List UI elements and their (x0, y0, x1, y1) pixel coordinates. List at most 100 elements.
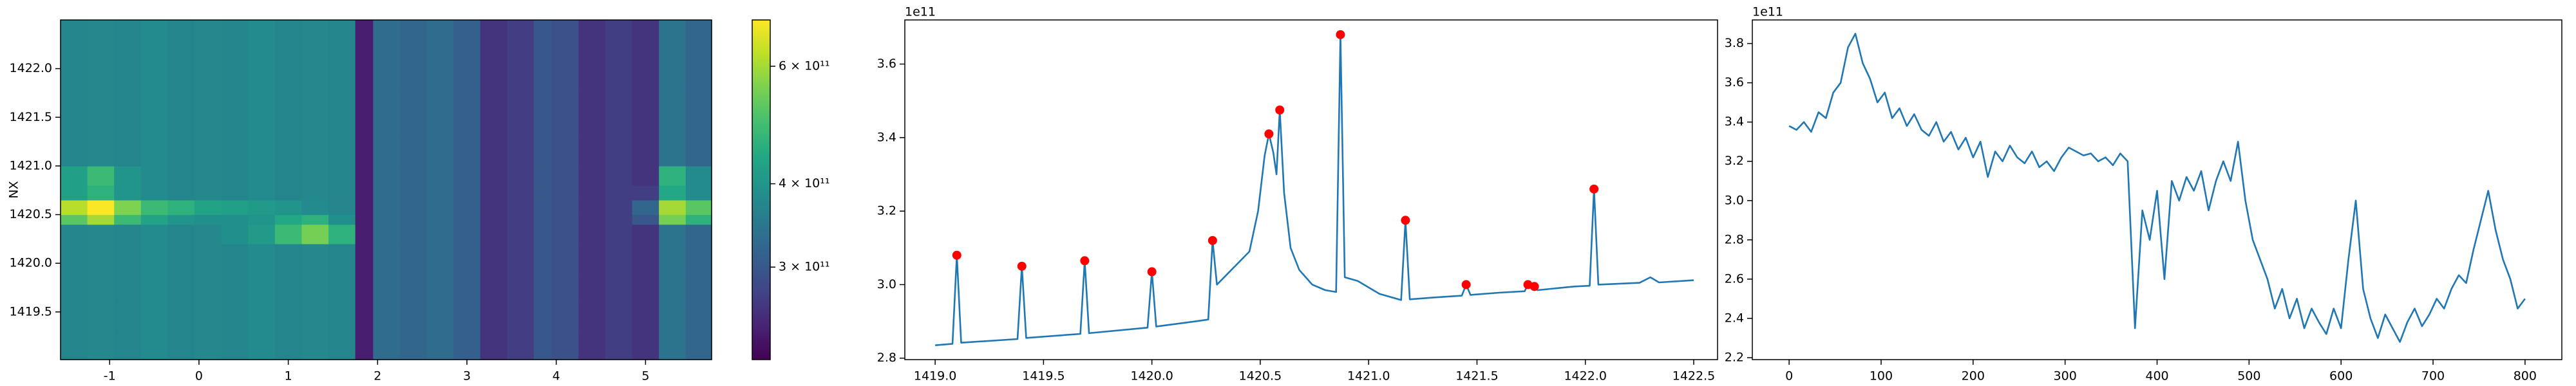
heatmap-cell (578, 214, 606, 225)
heatmap-cell (659, 214, 687, 225)
heatmap-cell (140, 20, 169, 89)
heatmap-cell (355, 273, 374, 303)
x-tick-label: 0 (1785, 369, 1793, 383)
heatmap-cell (221, 136, 249, 167)
heatmap-cell (114, 136, 142, 167)
heatmap-cell (373, 243, 401, 273)
heatmap-cell (578, 224, 606, 244)
heatmap-cell (659, 87, 687, 138)
heatmap-cell (355, 136, 374, 167)
heatmap-cell (167, 331, 195, 360)
x-tick-label: 4 (553, 369, 560, 383)
heatmap-cell (221, 185, 249, 201)
heatmap-cell (578, 331, 606, 360)
heatmap-cell (507, 331, 535, 360)
heatmap-cell (605, 199, 633, 216)
heatmap-cell (140, 273, 169, 303)
heatmap-cell (632, 136, 659, 167)
colorbar (752, 19, 771, 360)
heatmap-cell (248, 199, 276, 216)
peak-marker (1264, 129, 1274, 139)
heatmap-cell (534, 20, 553, 89)
heatmap-cell (328, 185, 356, 201)
heatmap-cell (140, 224, 169, 244)
heatmap-cell (534, 243, 553, 273)
heatmap-cell (140, 87, 169, 138)
heatmap-cell (507, 87, 535, 138)
heatmap-cell (355, 199, 374, 216)
x-tick-label: 3 (463, 369, 471, 383)
heatmap-cell (114, 273, 142, 303)
heatmap-cell (685, 243, 712, 273)
heatmap-cell (114, 199, 142, 216)
y-tick-label: 3.2 (877, 204, 896, 218)
heatmap-cell (355, 214, 374, 225)
heatmap-cell (605, 185, 633, 201)
heatmap-cell (685, 224, 712, 244)
peak-marker (1461, 280, 1471, 290)
heatmap-cell (480, 214, 508, 225)
heatmap-cell (632, 87, 659, 138)
heatmap-cell (328, 87, 356, 138)
y-tick-label: 3.6 (877, 57, 896, 71)
heatmap-cell (534, 302, 553, 332)
heatmap-cell (453, 199, 481, 216)
heatmap-cell (659, 224, 687, 244)
heatmap-cell (248, 243, 276, 273)
heatmap-cell (301, 273, 329, 303)
heatmap-cell (399, 20, 428, 89)
heatmap-cell (274, 214, 303, 225)
heatmap-cell (685, 165, 712, 186)
heatmap-cell (632, 20, 659, 89)
heatmap-cell (507, 243, 535, 273)
peak-marker (952, 250, 961, 260)
heatmap-cell (194, 20, 222, 89)
heatmap-cell (453, 243, 481, 273)
x-tick-label: 1422.0 (1564, 369, 1606, 383)
heatmap-cell (221, 224, 249, 244)
heatmap-cell (632, 302, 659, 332)
heatmap-cell (140, 243, 169, 273)
heatmap-cell (61, 199, 88, 216)
heatmap-cell (248, 214, 276, 225)
heatmap-cell (453, 136, 481, 167)
heatmap-cell (373, 136, 401, 167)
heatmap-cell (507, 214, 535, 225)
heatmap-cell (685, 185, 712, 201)
heatmap-cell (221, 273, 249, 303)
peak-marker (1080, 256, 1090, 266)
y-tick-label: 1420.0 (10, 256, 52, 270)
heatmap-cell (274, 331, 303, 360)
heatmap-cell (355, 331, 374, 360)
heatmap-cell (328, 243, 356, 273)
heatmap-cell (453, 87, 481, 138)
y-tick-label: 1422.0 (10, 61, 52, 75)
offset-label: 1e11 (1752, 5, 1783, 19)
heatmap-cell (507, 273, 535, 303)
y-tick-label: 3.0 (877, 277, 896, 291)
peak-marker (1336, 30, 1345, 39)
axes-frame (904, 19, 1718, 360)
heatmap-cell (167, 243, 195, 273)
heatmap-cell (426, 199, 454, 216)
x-tick-label: 800 (2514, 369, 2537, 383)
heatmap-cell (248, 87, 276, 138)
heatmap-cell (426, 224, 454, 244)
heatmap-cell (605, 273, 633, 303)
heatmap-cell (685, 199, 712, 216)
heatmap-cell (551, 331, 579, 360)
heatmap-cell (605, 87, 633, 138)
heatmap-cell (87, 302, 115, 332)
heatmap-cell (167, 165, 195, 186)
heatmap-cell (194, 331, 222, 360)
heatmap-cell (140, 302, 169, 332)
heatmap-cell (87, 20, 115, 89)
heatmap-cell (355, 165, 374, 186)
heatmap-cell (578, 199, 606, 216)
heatmap-cell (61, 136, 88, 167)
heatmap-cell (61, 185, 88, 201)
heatmap-cell (659, 165, 687, 186)
heatmap-cell (685, 302, 712, 332)
heatmap-cell (140, 331, 169, 360)
heatmap-cell (301, 224, 329, 244)
